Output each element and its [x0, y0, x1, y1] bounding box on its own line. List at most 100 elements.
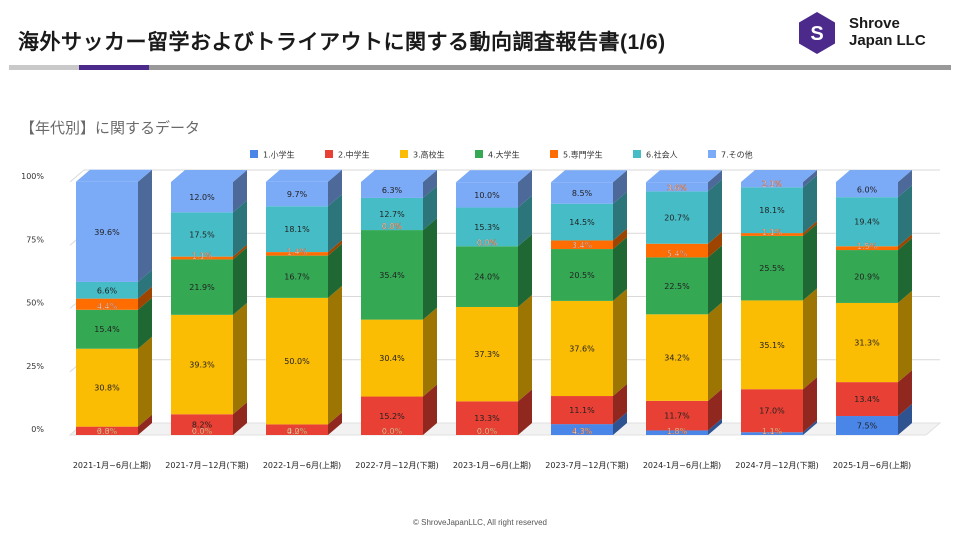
bar-segment-side — [898, 170, 912, 198]
bar-segment — [836, 302, 898, 383]
x-tick-label: 2021-7月~12月(下期) — [165, 461, 248, 470]
copyright-footer: © ShroveJapanLLC, All right reserved — [413, 518, 547, 527]
bar-segment — [551, 396, 613, 425]
data-label: 8.2% — [192, 421, 213, 430]
bar-segment — [646, 257, 708, 315]
logo-line2: Japan LLC — [849, 32, 926, 49]
bar-segment — [646, 314, 708, 401]
bar-segment — [456, 306, 518, 402]
data-label: 1.8% — [667, 427, 688, 436]
data-label: 1.1% — [762, 427, 783, 436]
data-label: 3.3% — [97, 427, 118, 436]
bar-segment-side — [803, 223, 817, 301]
bar-segment — [836, 416, 898, 435]
y-tick-label: 100% — [21, 172, 44, 181]
bar-segment — [171, 256, 233, 260]
data-label: 8.5% — [572, 189, 593, 198]
legend-swatch — [550, 150, 558, 158]
bar-segment-side — [708, 231, 722, 258]
bar-segment-side — [518, 170, 532, 208]
legend-swatch — [400, 150, 408, 158]
bar-segment-side — [518, 195, 532, 247]
data-label: 22.5% — [664, 282, 690, 291]
bar-segment-side — [803, 377, 817, 433]
data-label: 37.3% — [474, 350, 500, 359]
bar-segment — [646, 243, 708, 258]
data-label: 6.3% — [382, 186, 403, 195]
bar-segment-side — [613, 237, 627, 301]
bar-segment-side — [233, 170, 247, 213]
data-label: 30.4% — [379, 354, 405, 363]
bar-segment — [76, 348, 138, 427]
data-label: 24.0% — [474, 273, 500, 282]
bar-segment — [76, 181, 138, 282]
bar-segment-side — [708, 179, 722, 244]
data-label: 3.6% — [667, 183, 688, 192]
data-label: 1.1% — [192, 251, 213, 260]
bar-segment — [836, 197, 898, 247]
bar-segment — [361, 319, 423, 397]
bar-segment — [456, 182, 518, 208]
bar-segment-side — [518, 389, 532, 435]
header-rule-gray — [9, 65, 79, 70]
bar-segment-side — [518, 294, 532, 402]
x-tick-label: 2023-7月~12月(下期) — [545, 461, 628, 470]
bar-top — [741, 170, 817, 182]
bar-segment — [551, 300, 613, 397]
bar-segment-side — [898, 370, 912, 417]
legend-swatch — [250, 150, 258, 158]
data-label: 0.0% — [477, 238, 498, 247]
legend-label: 3.高校生 — [413, 150, 445, 160]
x-tick-label: 2023-1月~6月(上期) — [453, 461, 531, 470]
bar-segment-side — [233, 402, 247, 435]
legend-label: 4.大学生 — [488, 150, 520, 160]
bar-segment-side — [233, 302, 247, 415]
bar-segment-side — [233, 244, 247, 260]
y-tick-label: 50% — [26, 299, 44, 308]
bar-segment — [266, 181, 328, 207]
data-label: 16.7% — [284, 273, 310, 282]
gridline-depth — [69, 169, 85, 183]
data-label: 17.0% — [759, 407, 785, 416]
bar-segment — [741, 300, 803, 390]
data-label: 39.6% — [94, 228, 120, 237]
data-label: 20.5% — [569, 271, 595, 280]
data-label: 39.3% — [189, 361, 215, 370]
header-rule-dark — [149, 65, 951, 70]
data-label: 25.5% — [759, 264, 785, 273]
bar-segment — [76, 426, 138, 435]
x-tick-label: 2022-7月~12月(下期) — [355, 461, 438, 470]
bar-segment — [361, 230, 423, 320]
bar-top — [76, 169, 152, 182]
bar-segment — [741, 187, 803, 234]
data-label: 12.0% — [189, 193, 215, 202]
data-label: 1.1% — [762, 228, 783, 237]
data-label: 1.4% — [287, 248, 308, 257]
data-label: 18.1% — [284, 225, 310, 234]
logo-text: Shrove Japan LLC — [849, 15, 926, 49]
data-label: 7.5% — [857, 422, 878, 431]
data-label: 2.1% — [762, 179, 783, 188]
bar-segment-side — [613, 412, 627, 435]
header-rule-accent — [79, 65, 149, 70]
bar-segment — [266, 252, 328, 256]
bar-segment-side — [803, 420, 817, 435]
bar-segment-side — [898, 234, 912, 251]
bar-segment-side — [613, 191, 627, 241]
bar-segment-side — [328, 194, 342, 253]
bar-segment-side — [803, 221, 817, 236]
bar-segment-side — [138, 169, 152, 282]
stacked-bar-chart: 1.小学生 2.中学生 3.高校生 4.大学生 5.専門学生 6.社会人 7.その他 0% 25… — [21, 150, 942, 470]
bar-segment — [741, 235, 803, 301]
bar-segment — [646, 430, 708, 435]
bar-segment — [741, 389, 803, 433]
bar-segment — [836, 246, 898, 251]
bar-segment-side — [138, 269, 152, 299]
bar-segment — [76, 298, 138, 310]
data-label: 11.1% — [569, 406, 595, 415]
bar-segment-side — [423, 307, 437, 397]
page-title: 海外サッカー留学およびトライアウトに関する動向調査報告書(1/6) — [18, 31, 666, 54]
bar-segment-side — [803, 288, 817, 390]
x-tick-label: 2021-1月~6月(上期) — [73, 461, 151, 470]
data-label: 18.1% — [759, 206, 785, 215]
